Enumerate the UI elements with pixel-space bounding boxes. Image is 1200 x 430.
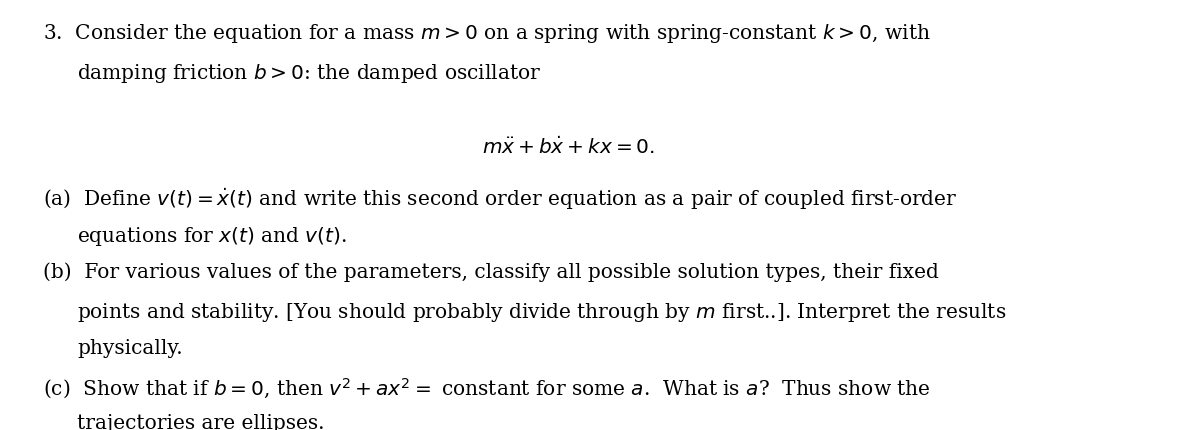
Text: (b)  For various values of the parameters, classify all possible solution types,: (b) For various values of the parameters… xyxy=(43,262,940,282)
Text: trajectories are ellipses.: trajectories are ellipses. xyxy=(77,413,325,430)
Text: (a)  Define $v(t) = \dot{x}(t)$ and write this second order equation as a pair o: (a) Define $v(t) = \dot{x}(t)$ and write… xyxy=(43,186,958,212)
Text: (c)  Show that if $b = 0$, then $v^2 + ax^2 =$ constant for some $a$.  What is $: (c) Show that if $b = 0$, then $v^2 + ax… xyxy=(43,375,931,399)
Text: equations for $x(t)$ and $v(t)$.: equations for $x(t)$ and $v(t)$. xyxy=(77,224,347,247)
Text: damping friction $b > 0$: the damped oscillator: damping friction $b > 0$: the damped osc… xyxy=(77,62,541,85)
Text: 3.  Consider the equation for a mass $m > 0$ on a spring with spring-constant $k: 3. Consider the equation for a mass $m >… xyxy=(43,22,931,45)
Text: points and stability. [You should probably divide through by $m$ first..]. Inter: points and stability. [You should probab… xyxy=(77,300,1007,323)
Text: physically.: physically. xyxy=(77,338,182,357)
Text: $m\ddot{x} + b\dot{x} + kx = 0.$: $m\ddot{x} + b\dot{x} + kx = 0.$ xyxy=(482,136,655,158)
